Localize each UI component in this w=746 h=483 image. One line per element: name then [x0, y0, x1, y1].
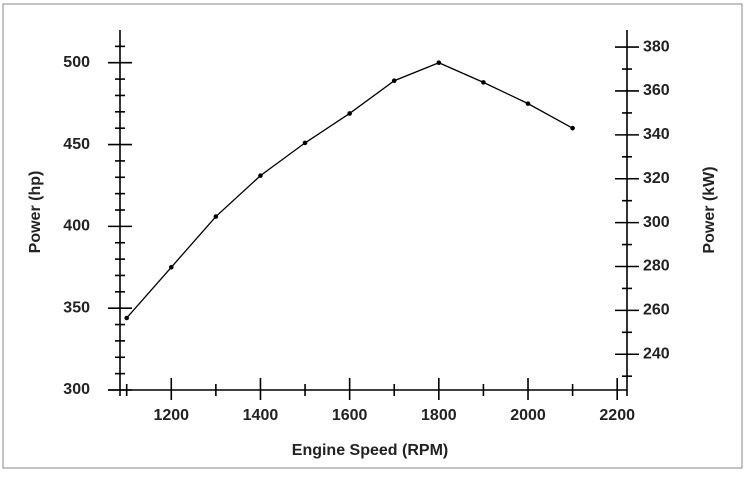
frame	[2, 3, 743, 469]
y-tick-label: 350	[63, 299, 90, 316]
x-tick-label: 1800	[421, 407, 457, 424]
x-tick-label: 2200	[599, 407, 635, 424]
y2-tick-label: 260	[643, 302, 670, 319]
y-tick-label: 400	[63, 218, 90, 235]
data-point	[436, 60, 442, 66]
data-point	[391, 78, 397, 84]
y-tick-label: 300	[63, 381, 90, 398]
data-point	[525, 101, 531, 106]
y-tick-label: 500	[63, 54, 90, 71]
data-point	[570, 125, 575, 131]
y-tick-label: 450	[63, 136, 90, 153]
data-point	[213, 214, 219, 219]
y2-tick-label: 240	[643, 345, 670, 362]
data-point	[258, 173, 263, 178]
x-tick-label: 2000	[510, 407, 546, 424]
power-line	[126, 62, 573, 319]
data-point	[481, 80, 486, 85]
x-tick-label: 1400	[243, 407, 279, 424]
y2-axis-label: Power (kW)	[701, 166, 718, 253]
data-point	[347, 111, 352, 116]
x-tick-label: 1200	[153, 407, 189, 424]
data-point	[302, 140, 308, 146]
data-point	[168, 264, 174, 270]
y2-tick-label: 300	[643, 214, 670, 231]
y2-tick-label: 380	[643, 38, 670, 55]
x-axis-label: Engine Speed (RPM)	[292, 442, 448, 459]
y2-tick-label: 320	[643, 170, 670, 187]
y-axis-label: Power (hp)	[27, 171, 44, 254]
x-tick-label: 1600	[332, 407, 368, 424]
data-point	[124, 315, 129, 321]
y2-tick-label: 340	[643, 126, 670, 143]
y2-tick-label: 360	[643, 82, 670, 99]
y2-tick-label: 280	[643, 258, 670, 275]
